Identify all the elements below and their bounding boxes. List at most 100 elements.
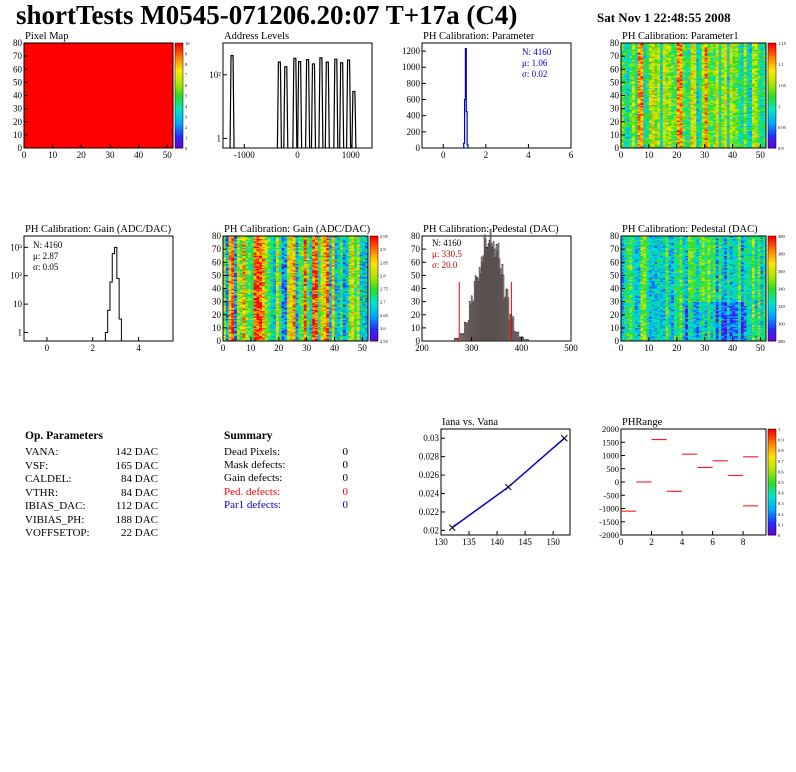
heatmap-cell bbox=[626, 140, 630, 142]
heatmap-cell bbox=[626, 81, 630, 83]
heatmap-cell bbox=[632, 82, 636, 84]
palette-cell bbox=[175, 134, 183, 138]
heatmap-cell bbox=[643, 129, 647, 132]
heatmap-cell bbox=[626, 77, 630, 79]
panel-title-pixel-map: Pixel Map bbox=[25, 31, 69, 42]
heatmap-cell bbox=[634, 130, 639, 133]
heatmap-cell bbox=[634, 92, 639, 95]
heatmap-cell bbox=[626, 111, 630, 113]
heatmap-cell bbox=[629, 78, 633, 81]
heatmap-cell bbox=[651, 142, 655, 145]
heatmap-cell bbox=[646, 74, 650, 77]
heatmap-cell bbox=[629, 83, 633, 86]
heatmap-cell bbox=[632, 100, 636, 103]
heatmap-cell bbox=[621, 127, 625, 129]
heatmap-cell bbox=[654, 124, 658, 126]
heatmap-cell bbox=[629, 107, 633, 109]
heatmap-cell bbox=[646, 75, 650, 78]
heatmap-cell bbox=[646, 54, 650, 57]
heatmap-cell bbox=[643, 121, 647, 124]
heatmap-cell bbox=[621, 81, 625, 83]
heatmap-cell bbox=[654, 142, 658, 145]
heatmap-cell bbox=[643, 102, 647, 104]
heatmap-cell bbox=[646, 86, 650, 88]
heatmap-cell bbox=[629, 106, 633, 108]
heatmap-cell bbox=[626, 86, 630, 88]
heatmap-cell bbox=[621, 61, 625, 63]
heatmap-cell bbox=[648, 61, 652, 63]
heatmap-cell bbox=[632, 57, 636, 60]
heatmap-cell bbox=[632, 142, 636, 145]
heatmap-cell bbox=[640, 53, 644, 56]
heatmap-cell bbox=[648, 104, 652, 107]
palette-cell bbox=[175, 61, 183, 65]
heatmap-cell bbox=[640, 113, 644, 116]
heatmap-cell bbox=[651, 43, 655, 45]
heatmap-cell bbox=[621, 112, 625, 115]
heatmap-cell bbox=[643, 119, 647, 121]
heatmap-cell bbox=[651, 108, 655, 111]
heatmap-cell bbox=[632, 134, 636, 137]
heatmap-cell bbox=[640, 49, 644, 52]
heatmap-cell bbox=[621, 57, 625, 60]
heatmap-cell bbox=[646, 95, 650, 98]
heatmap-cell bbox=[654, 137, 658, 140]
heatmap-cell bbox=[643, 43, 647, 45]
heatmap-cell bbox=[648, 124, 652, 126]
heatmap-cell bbox=[634, 104, 639, 107]
heatmap-cell bbox=[634, 69, 639, 71]
heatmap-cell bbox=[651, 95, 655, 98]
heatmap-cell bbox=[623, 60, 627, 62]
heatmap-cell bbox=[643, 132, 647, 134]
heatmap-cell bbox=[651, 100, 655, 103]
heatmap-cell bbox=[640, 136, 644, 138]
heatmap-cell bbox=[648, 57, 652, 60]
heatmap-cell bbox=[626, 119, 630, 121]
heatmap-cell bbox=[632, 123, 636, 125]
heatmap-cell bbox=[629, 54, 633, 57]
page-title: shortTests M0545-071206.20:07 T+17a (C4) bbox=[16, 0, 518, 30]
heatmap-cell bbox=[640, 62, 644, 65]
heatmap-cell bbox=[651, 82, 655, 84]
heatmap-cell bbox=[637, 70, 641, 73]
heatmap-cell bbox=[634, 88, 639, 91]
heatmap-cell bbox=[646, 64, 650, 66]
heatmap-cell bbox=[621, 104, 625, 107]
heatmap-cell bbox=[632, 108, 636, 111]
gain-map bbox=[223, 236, 369, 342]
heatmap-cell bbox=[629, 56, 633, 58]
heatmap-cell bbox=[623, 61, 627, 63]
heatmap-cell bbox=[637, 141, 641, 144]
heatmap-cell bbox=[648, 50, 652, 53]
heatmap-cell bbox=[640, 137, 644, 140]
heatmap-cell bbox=[634, 71, 639, 74]
heatmap-cell bbox=[634, 67, 639, 70]
heatmap-cell bbox=[621, 117, 625, 120]
heatmap-cell bbox=[632, 106, 636, 108]
heatmap-cell bbox=[643, 69, 647, 71]
y-tick-label: 1200 bbox=[402, 46, 421, 56]
heatmap-cell bbox=[646, 77, 650, 79]
heatmap-cell bbox=[643, 88, 647, 91]
heatmap-cell bbox=[623, 106, 627, 108]
heatmap-cell bbox=[640, 99, 644, 102]
heatmap-cell bbox=[629, 103, 633, 105]
heatmap-cell bbox=[643, 127, 647, 129]
heatmap-cell bbox=[640, 121, 644, 124]
heatmap-cell bbox=[646, 102, 650, 104]
heatmap-cell bbox=[640, 130, 644, 133]
heatmap-cell bbox=[626, 121, 630, 124]
heatmap-cell bbox=[626, 117, 630, 120]
heatmap-cell bbox=[640, 106, 644, 108]
heatmap-cell bbox=[626, 137, 630, 140]
heatmap-cell bbox=[632, 111, 636, 113]
stats-sigma: σ: 0.02 bbox=[522, 69, 547, 79]
heatmap-cell bbox=[626, 64, 630, 66]
heatmap-cell bbox=[637, 133, 641, 136]
heatmap-cell bbox=[626, 125, 630, 128]
heatmap-cell bbox=[634, 109, 639, 112]
heatmap-cell bbox=[626, 98, 630, 100]
palette-cell bbox=[175, 48, 183, 52]
heatmap-cell bbox=[626, 132, 630, 134]
y-tick-label: 10² bbox=[10, 271, 22, 281]
